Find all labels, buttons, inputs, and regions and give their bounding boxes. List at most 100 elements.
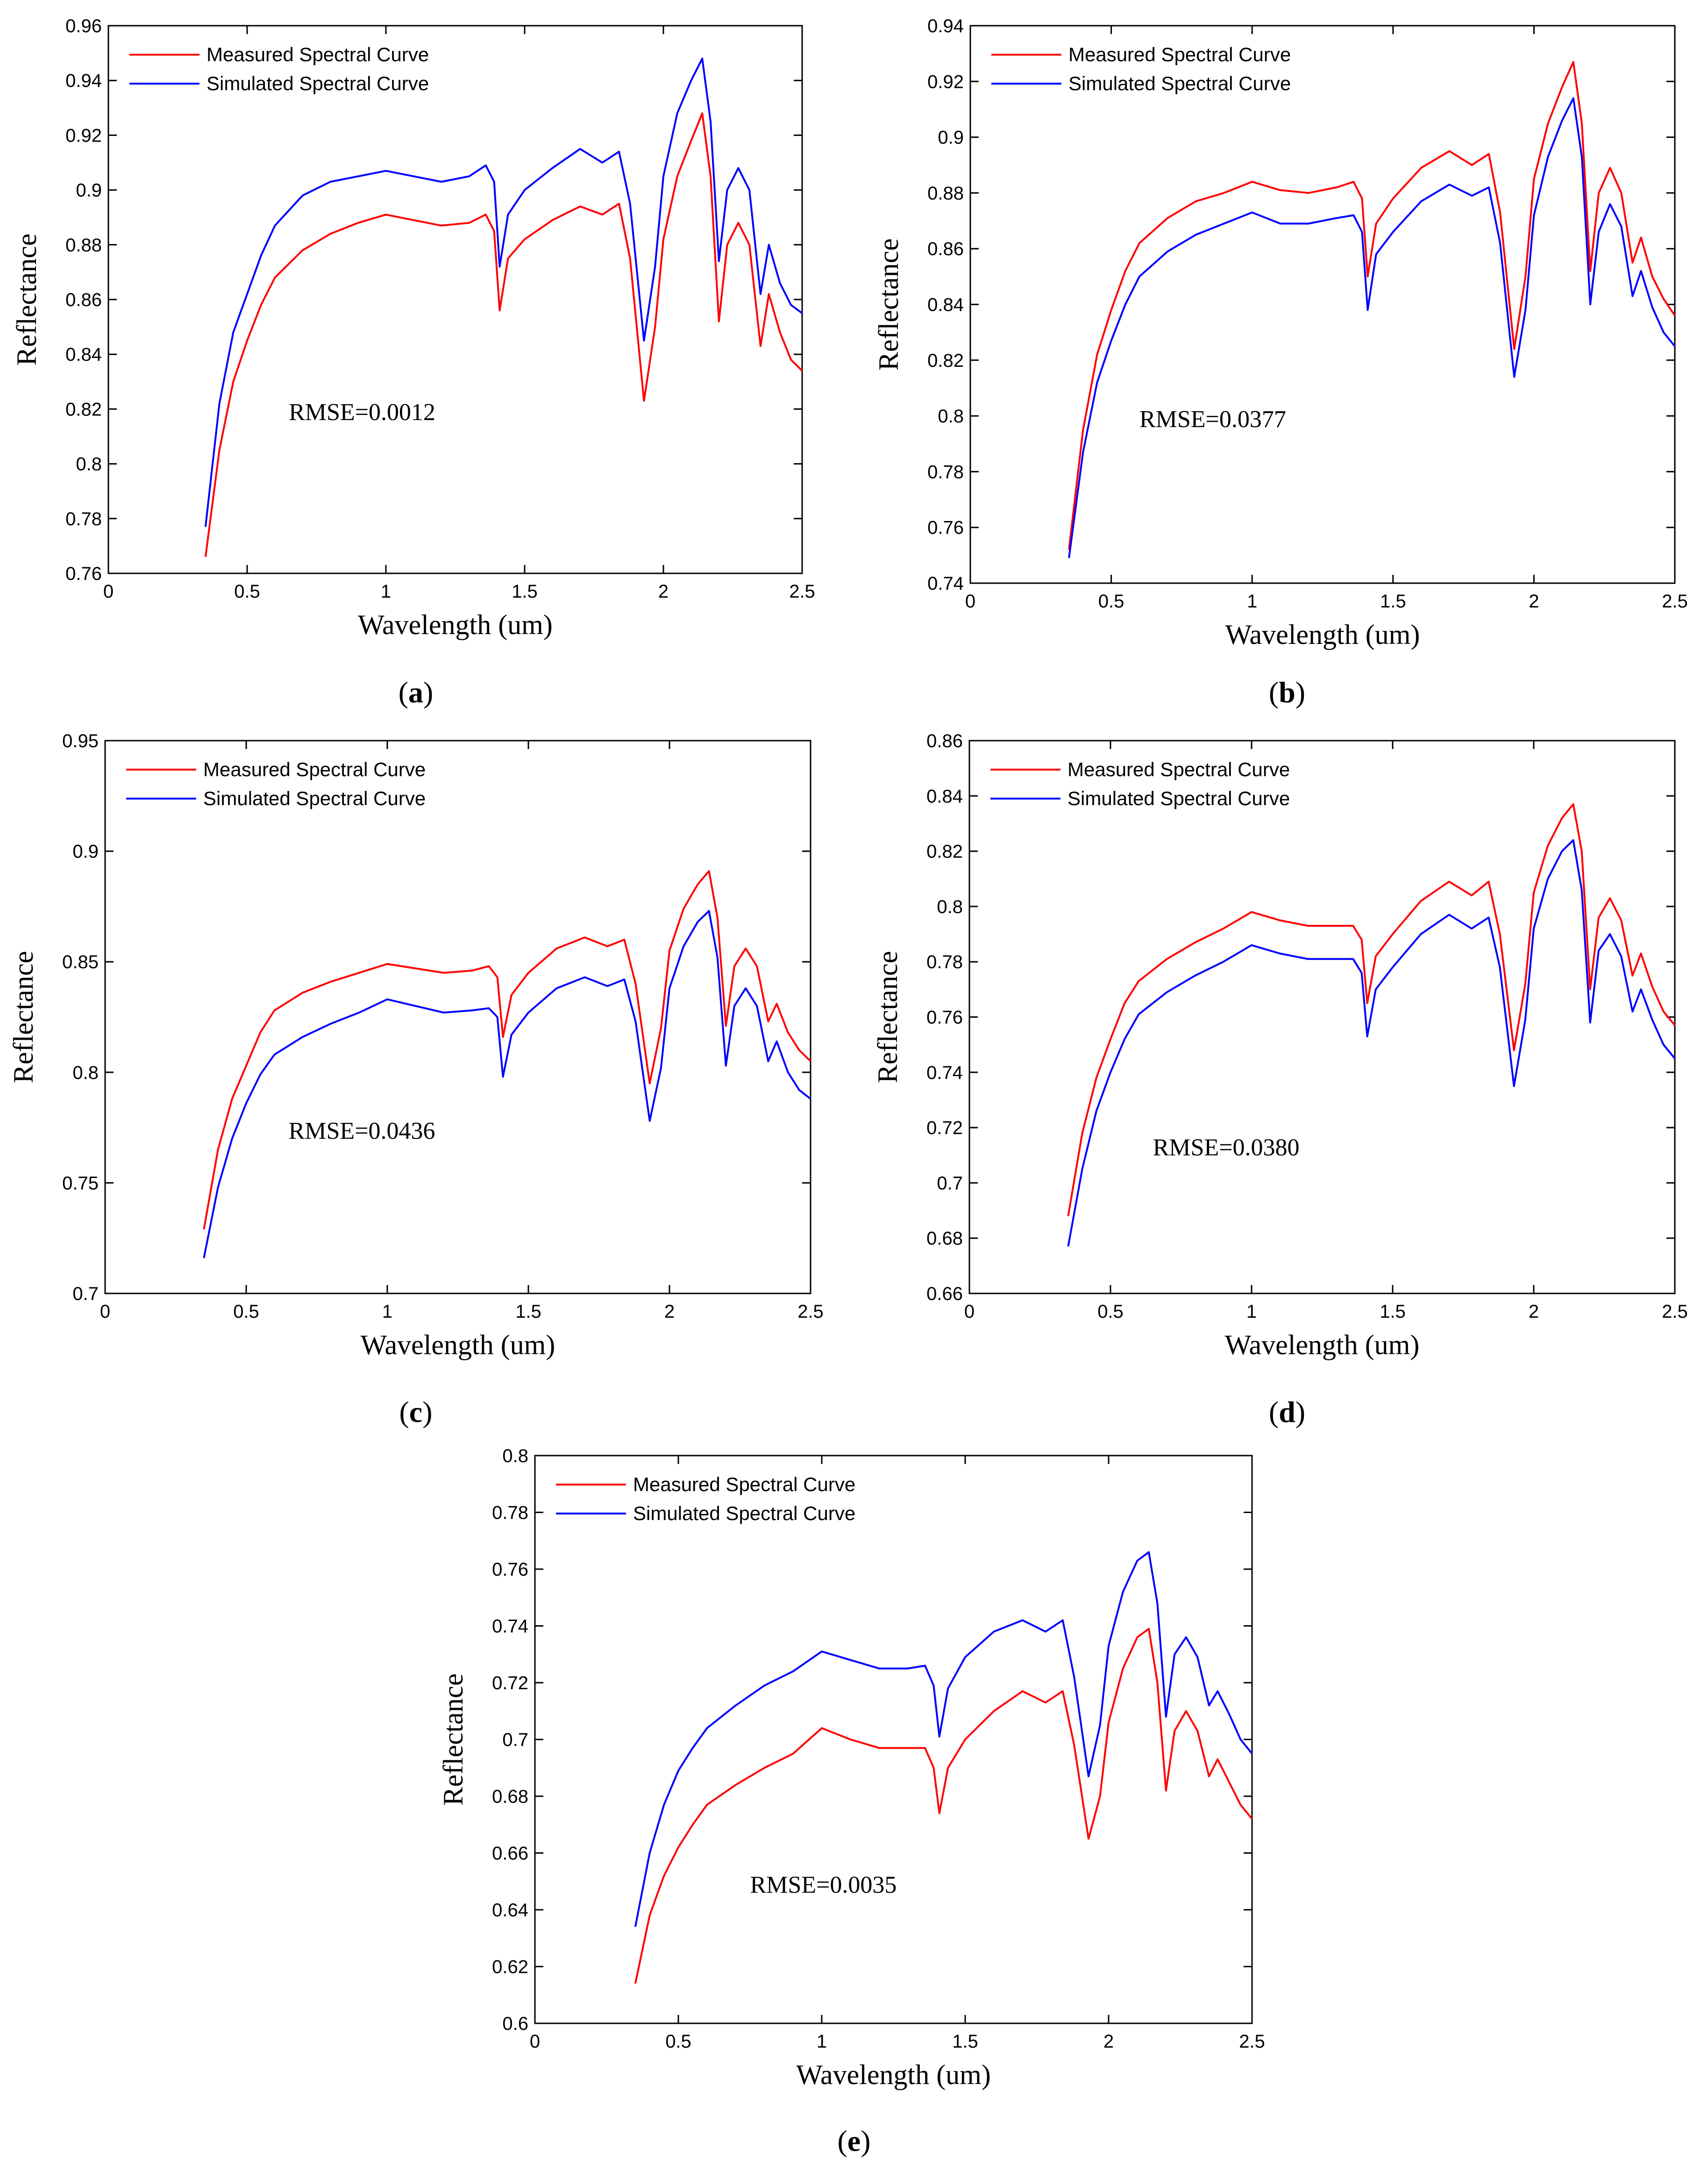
y-tick-label: 0.84 [926,786,963,807]
plot-area [534,1455,1253,2024]
x-tick-label: 1.5 [1380,1301,1406,1322]
y-tick-label: 0.82 [65,399,102,420]
y-tick-label: 0.88 [927,183,964,204]
y-tick-label: 0.7 [937,1173,963,1193]
x-tick-label: 2 [1529,1301,1539,1322]
legend-entry: Measured Spectral Curve [206,43,429,65]
y-tick-label: 0.62 [492,1957,528,1978]
y-tick-label: 0.92 [927,71,964,92]
y-tick-label: 0.78 [926,952,963,972]
simulated-curve [203,910,811,1258]
y-tick-label: 0.95 [62,731,99,751]
x-tick-label: 1.5 [515,1301,541,1322]
y-axis-label: Reflectance [873,238,904,371]
legend-entry: Measured Spectral Curve [633,1473,855,1495]
x-tick-label: 0 [965,591,975,612]
plot-area [104,740,811,1294]
x-tick-label: 1 [382,1301,392,1322]
x-tick-label: 0.5 [1098,591,1124,612]
x-axis-label: Wavelength (um) [1225,619,1420,650]
legend-entry: Simulated Spectral Curve [633,1502,855,1524]
y-tick-label: 0.74 [492,1616,528,1637]
x-tick-label: 1.5 [952,2031,978,2052]
y-tick-label: 0.94 [65,71,102,91]
x-axis-label: Wavelength (um) [1225,1329,1420,1360]
y-tick-label: 0.82 [927,350,964,371]
simulated-curve [634,1551,1253,1927]
x-tick-label: 2 [1103,2031,1114,2052]
y-tick-label: 0.74 [927,573,964,594]
x-tick-label: 2 [664,1301,675,1322]
measured-curve [203,870,811,1230]
y-tick-label: 0.7 [72,1284,99,1304]
y-tick-label: 0.9 [76,180,102,201]
x-tick-label: 2.5 [789,581,815,602]
y-tick-label: 0.72 [926,1118,963,1138]
y-tick-label: 0.76 [926,1007,963,1028]
y-tick-label: 0.9 [72,842,99,862]
y-tick-label: 0.76 [927,518,964,538]
y-tick-label: 0.6 [502,2014,528,2034]
x-tick-label: 2.5 [797,1301,824,1322]
simulated-curve [1068,97,1676,558]
y-tick-label: 0.82 [926,842,963,862]
caption-a: (a) [398,676,434,709]
y-tick-label: 0.92 [65,125,102,146]
x-tick-label: 2 [1529,591,1539,612]
x-tick-label: 0 [103,581,114,602]
x-tick-label: 2.5 [1662,591,1688,612]
chart-panel-d: 0 0.5 1 1.5 2 2.5 0.66 0.68 0.7 0.72 0.74 0.76 0.78 0… [872,731,1688,1360]
measured-curve [1068,61,1676,550]
y-tick-label: 0.8 [502,1446,528,1466]
x-axis-label: Wavelength (um) [796,2059,991,2090]
y-axis-label: Reflectance [8,951,39,1083]
y-axis-label: Reflectance [11,233,42,365]
caption-e: (e) [837,2124,871,2157]
x-tick-label: 0.5 [665,2031,691,2052]
caption-b: (b) [1268,676,1306,709]
y-tick-label: 0.7 [502,1730,528,1750]
chart-panel-e: 0 0.5 1 1.5 2 2.5 0.6 0.62 0.64 0.66 0.68 0.7 0.72 0.… [438,1446,1265,2090]
y-tick-label: 0.84 [65,344,102,365]
y-tick-label: 0.86 [65,290,102,310]
legend-entry: Measured Spectral Curve [1068,758,1290,780]
simulated-curve [204,57,803,527]
x-tick-label: 1 [381,581,391,602]
y-tick-label: 0.9 [938,128,964,148]
y-tick-label: 0.66 [492,1843,528,1864]
x-tick-label: 0 [530,2031,540,2052]
legend-entry: Simulated Spectral Curve [1068,787,1290,809]
x-axis-label: Wavelength (um) [361,1329,555,1360]
y-tick-label: 0.76 [65,564,102,584]
legend-entry: Simulated Spectral Curve [206,72,429,94]
y-tick-label: 0.96 [65,16,102,36]
rmse-annotation: RMSE=0.0377 [1139,406,1286,433]
caption-d: (d) [1268,1395,1306,1428]
x-tick-label: 0.5 [233,1301,259,1322]
y-axis-label: Reflectance [872,951,903,1083]
y-tick-label: 0.78 [65,509,102,529]
chart-panel-c: 0 0.5 1 1.5 2 2.5 0.7 0.75 0.8 0.85 0.9 0.95 Wavelen… [8,731,824,1360]
x-tick-label: 2.5 [1662,1301,1688,1322]
measured-curve [1067,803,1676,1216]
caption-c: (c) [399,1395,433,1428]
x-tick-label: 0.5 [234,581,260,602]
y-tick-label: 0.66 [926,1284,963,1304]
y-tick-label: 0.78 [492,1503,528,1523]
x-tick-label: 1 [817,2031,827,2052]
y-tick-label: 0.75 [62,1173,99,1193]
measured-curve [634,1628,1253,1984]
x-tick-label: 2 [658,581,669,602]
y-tick-label: 0.8 [76,454,102,475]
y-tick-label: 0.85 [62,952,99,972]
x-axis-label: Wavelength (um) [358,609,553,640]
chart-panel-a: 0 0.5 1 1.5 2 2.5 0.76 0.78 0.8 0.82 0.84 0.86 0.88 0… [11,16,815,640]
y-tick-label: 0.86 [927,239,964,259]
y-tick-label: 0.78 [927,462,964,482]
x-tick-label: 1.5 [1380,591,1406,612]
y-tick-label: 0.8 [938,406,964,427]
y-tick-label: 0.8 [72,1063,99,1083]
x-tick-label: 0 [964,1301,975,1322]
y-tick-label: 0.8 [937,897,963,917]
